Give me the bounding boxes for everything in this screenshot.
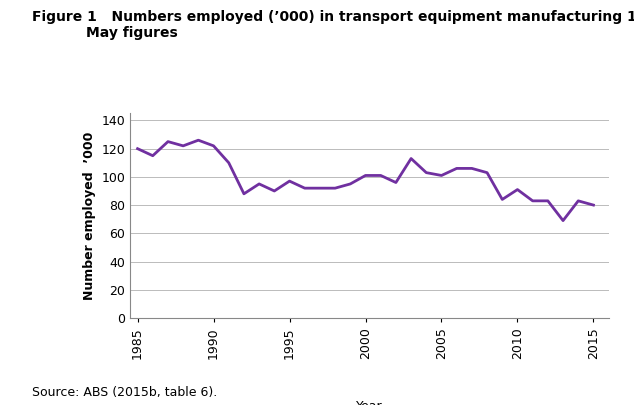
- Y-axis label: Number employed  ’000: Number employed ’000: [82, 132, 96, 300]
- X-axis label: Year: Year: [356, 401, 382, 405]
- Text: Source: ABS (2015b, table 6).: Source: ABS (2015b, table 6).: [32, 386, 217, 399]
- Text: May figures: May figures: [86, 26, 178, 40]
- Text: Figure 1   Numbers employed (’000) in transport equipment manufacturing 1985–201: Figure 1 Numbers employed (’000) in tran…: [32, 10, 634, 24]
